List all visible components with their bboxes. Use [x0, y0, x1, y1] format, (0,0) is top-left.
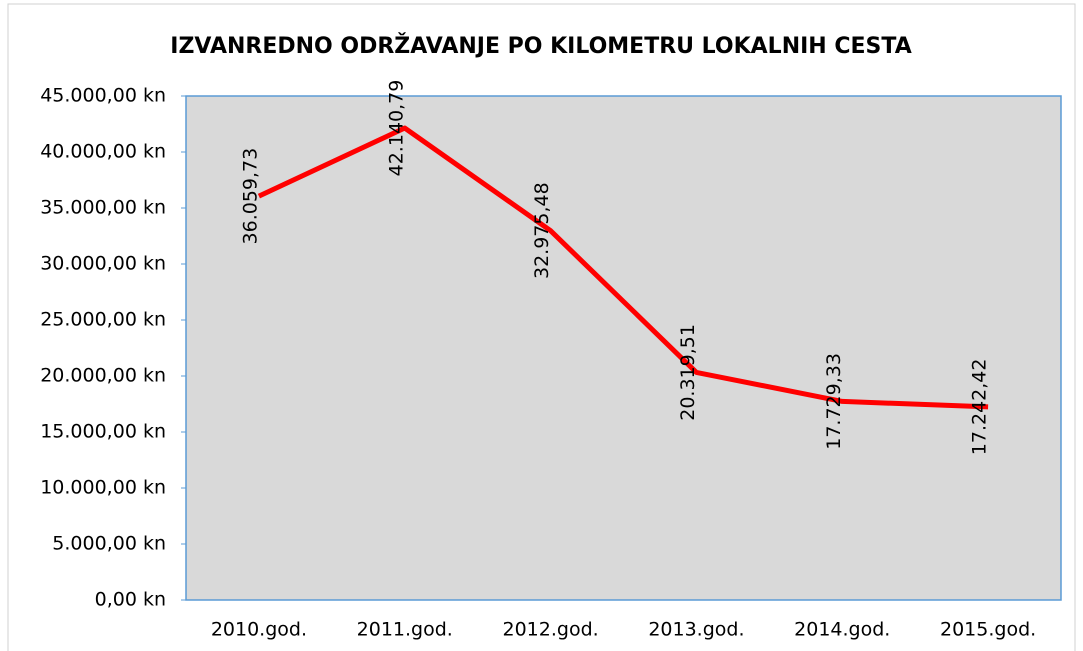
plot-area: [185, 95, 1062, 601]
data-label: 17.729,33: [823, 353, 845, 450]
y-tick-label: 30.000,00 kn: [40, 253, 166, 275]
chart-title: IZVANREDNO ODRŽAVANJE PO KILOMETRU LOKAL…: [170, 33, 911, 59]
data-label: 42.140,79: [385, 80, 407, 177]
x-tick-label: 2011.god.: [357, 619, 453, 641]
y-tick-label: 40.000,00 kn: [40, 141, 166, 163]
y-tick-label: 25.000,00 kn: [40, 309, 166, 331]
data-label: 32.975,48: [531, 182, 553, 279]
x-tick-label: 2013.god.: [648, 619, 744, 641]
data-label: 36.059,73: [239, 148, 261, 245]
data-label: 20.319,51: [677, 324, 699, 421]
x-tick-label: 2010.god.: [211, 619, 307, 641]
y-tick-label: 0,00 kn: [95, 589, 166, 611]
y-tick-label: 45.000,00 kn: [40, 85, 166, 107]
y-tick-label: 15.000,00 kn: [40, 421, 166, 443]
x-tick-label: 2015.god.: [940, 619, 1036, 641]
y-tick-label: 20.000,00 kn: [40, 365, 166, 387]
data-label: 17.242,42: [969, 359, 991, 456]
x-tick-label: 2014.god.: [794, 619, 890, 641]
x-tick-label: 2012.god.: [502, 619, 598, 641]
y-tick-label: 10.000,00 kn: [40, 477, 166, 499]
data-line: [257, 125, 989, 410]
y-tick-label: 35.000,00 kn: [40, 197, 166, 219]
y-tick-label: 5.000,00 kn: [52, 533, 166, 555]
